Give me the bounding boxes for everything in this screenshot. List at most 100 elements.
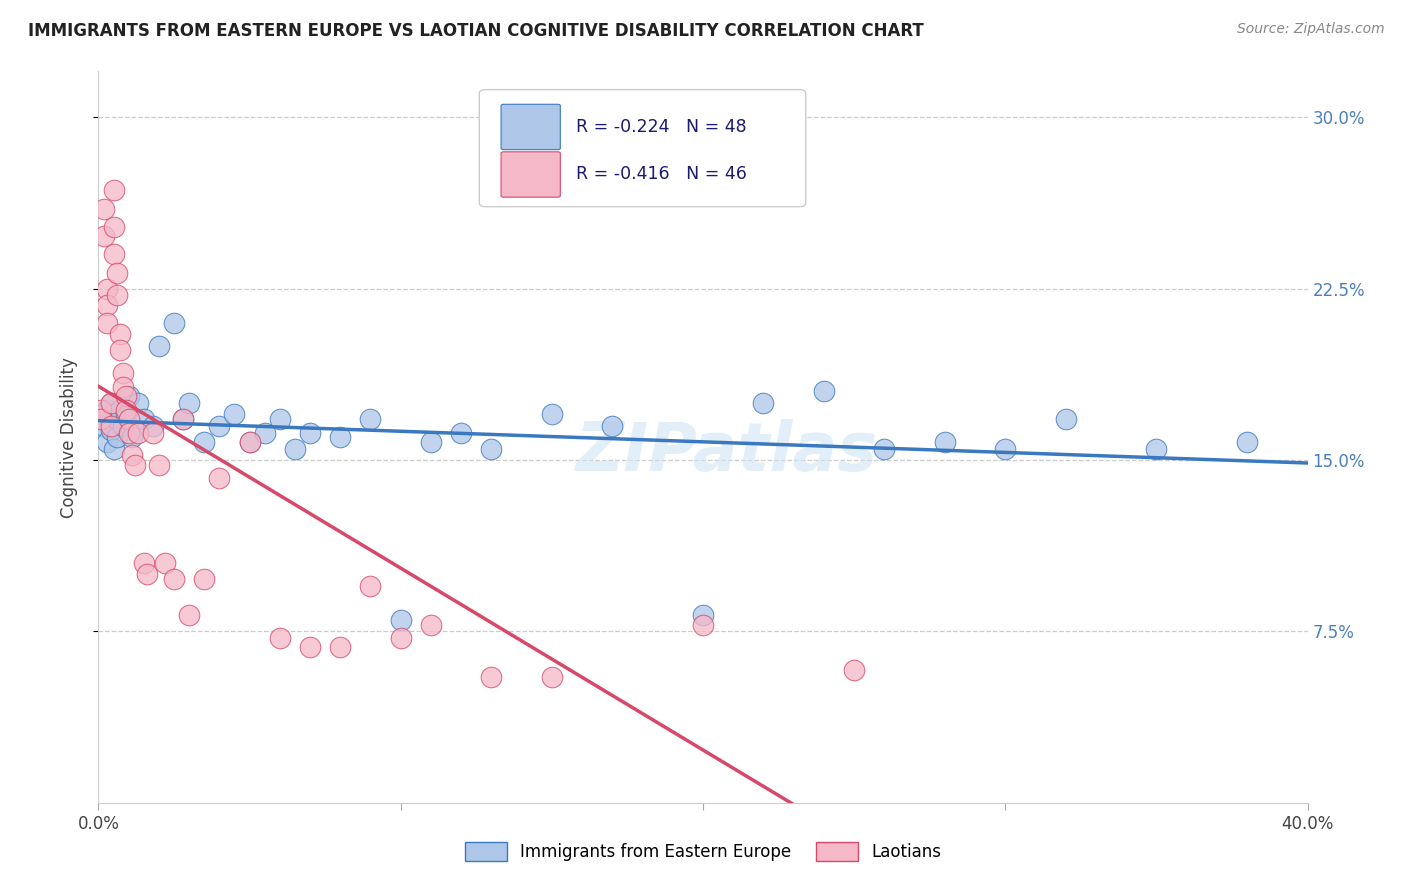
Point xyxy=(105,266,128,280)
Point xyxy=(96,434,118,449)
Point xyxy=(692,608,714,623)
Point xyxy=(108,343,131,358)
Point xyxy=(208,471,231,485)
FancyBboxPatch shape xyxy=(501,104,561,150)
Text: R = -0.224   N = 48: R = -0.224 N = 48 xyxy=(576,118,747,136)
Point xyxy=(752,396,775,410)
Point xyxy=(179,396,201,410)
Point xyxy=(124,458,146,472)
Point xyxy=(193,434,215,449)
Point xyxy=(103,183,125,197)
Point xyxy=(540,670,562,684)
Point xyxy=(540,407,562,421)
Point xyxy=(111,366,134,380)
Point xyxy=(114,402,136,417)
Point xyxy=(118,389,141,403)
Point xyxy=(90,402,112,417)
Point xyxy=(93,418,115,433)
Point xyxy=(108,327,131,342)
Point xyxy=(360,412,382,426)
FancyBboxPatch shape xyxy=(501,152,561,197)
Point xyxy=(142,418,165,433)
Point xyxy=(994,442,1017,456)
Point xyxy=(172,412,194,426)
Point xyxy=(103,247,125,261)
Point xyxy=(481,442,503,456)
Text: Source: ZipAtlas.com: Source: ZipAtlas.com xyxy=(1237,22,1385,37)
Point xyxy=(105,430,128,444)
Point xyxy=(253,425,276,440)
Point xyxy=(163,316,186,330)
Point xyxy=(118,425,141,440)
Point xyxy=(111,418,134,433)
Point xyxy=(93,202,115,216)
Point xyxy=(127,425,149,440)
Point xyxy=(96,316,118,330)
Point xyxy=(90,412,112,426)
Point xyxy=(284,442,307,456)
Point xyxy=(193,572,215,586)
Point xyxy=(934,434,956,449)
Point xyxy=(813,384,835,399)
Point xyxy=(420,434,443,449)
Point xyxy=(108,402,131,417)
Point xyxy=(132,412,155,426)
Point xyxy=(114,407,136,421)
Point xyxy=(1144,442,1167,456)
Point xyxy=(239,434,262,449)
Point xyxy=(692,617,714,632)
Text: IMMIGRANTS FROM EASTERN EUROPE VS LAOTIAN COGNITIVE DISABILITY CORRELATION CHART: IMMIGRANTS FROM EASTERN EUROPE VS LAOTIA… xyxy=(28,22,924,40)
Point xyxy=(420,617,443,632)
Point xyxy=(450,425,472,440)
Point xyxy=(844,663,866,677)
Point xyxy=(121,430,143,444)
Point xyxy=(105,288,128,302)
Point xyxy=(239,434,262,449)
Point xyxy=(132,556,155,570)
Point xyxy=(118,412,141,426)
Point xyxy=(103,219,125,234)
Point xyxy=(111,380,134,394)
Point xyxy=(100,396,122,410)
Point xyxy=(148,458,170,472)
Point xyxy=(96,281,118,295)
Point xyxy=(163,572,186,586)
Point xyxy=(1236,434,1258,449)
Point xyxy=(224,407,246,421)
Point xyxy=(148,338,170,352)
Point xyxy=(269,412,291,426)
Point xyxy=(96,402,118,417)
Text: R = -0.416   N = 46: R = -0.416 N = 46 xyxy=(576,166,747,184)
FancyBboxPatch shape xyxy=(479,90,806,207)
Point xyxy=(172,412,194,426)
Point xyxy=(100,396,122,410)
Point xyxy=(179,608,201,623)
Point xyxy=(127,396,149,410)
Point xyxy=(269,632,291,646)
Point xyxy=(329,430,352,444)
Point xyxy=(103,407,125,421)
Point xyxy=(299,640,322,655)
Point xyxy=(93,229,115,244)
Point xyxy=(121,449,143,463)
Point xyxy=(299,425,322,440)
Point xyxy=(873,442,896,456)
Legend: Immigrants from Eastern Europe, Laotians: Immigrants from Eastern Europe, Laotians xyxy=(458,835,948,868)
Text: ZIPatlas: ZIPatlas xyxy=(576,418,879,484)
Point xyxy=(208,418,231,433)
Point xyxy=(100,423,122,437)
Point xyxy=(360,579,382,593)
Point xyxy=(105,412,128,426)
Point xyxy=(135,567,157,582)
Point xyxy=(96,297,118,311)
Point xyxy=(103,442,125,456)
Point xyxy=(1054,412,1077,426)
Point xyxy=(329,640,352,655)
Point xyxy=(481,670,503,684)
Point xyxy=(100,418,122,433)
Y-axis label: Cognitive Disability: Cognitive Disability xyxy=(59,357,77,517)
Point xyxy=(389,613,412,627)
Point xyxy=(90,407,112,421)
Point xyxy=(602,418,624,433)
Point xyxy=(114,389,136,403)
